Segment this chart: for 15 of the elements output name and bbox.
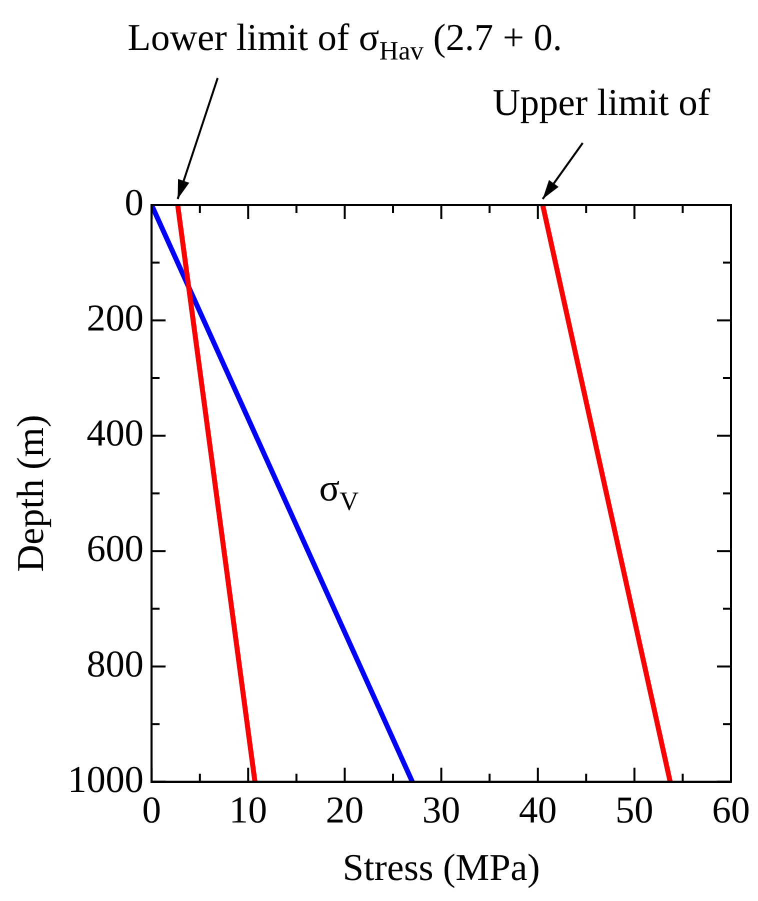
- y-tick-label: 1000: [68, 758, 144, 801]
- x-tick-label: 30: [422, 790, 460, 832]
- y-tick-label: 400: [86, 412, 144, 455]
- annotation: Upper limit of: [492, 82, 710, 124]
- y-tick-label: 0: [124, 182, 144, 224]
- x-axis-title: Stress (MPa): [342, 847, 540, 890]
- y-tick-label: 600: [86, 528, 144, 570]
- x-tick-label: 40: [518, 790, 557, 832]
- y-tick-label: 800: [86, 643, 144, 686]
- y-tick-label: 200: [86, 297, 144, 340]
- x-tick-label: 60: [712, 790, 750, 832]
- y-axis-title: Depth (m): [10, 414, 52, 572]
- x-tick-label: 10: [229, 790, 268, 832]
- x-tick-label: 50: [615, 790, 654, 832]
- x-tick-label: 20: [326, 790, 364, 832]
